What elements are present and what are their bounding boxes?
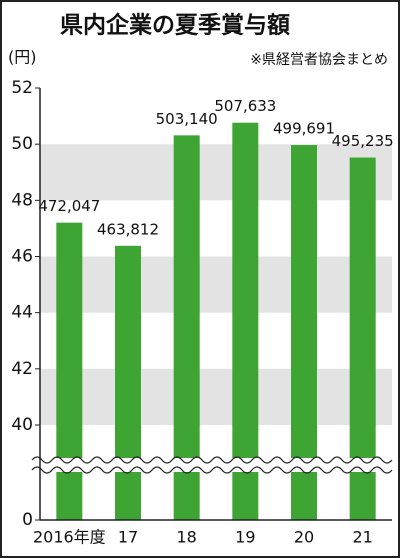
value-label: 472,047 xyxy=(38,197,100,215)
bar xyxy=(56,222,83,520)
chart-title: 県内企業の夏季賞与額 xyxy=(60,12,290,39)
y-tick-label: 0 xyxy=(22,510,33,530)
grid-band xyxy=(40,368,392,425)
axis-break xyxy=(32,458,392,472)
grid-band xyxy=(40,144,392,201)
y-tick-label: 50 xyxy=(11,134,33,154)
x-tick-label: 17 xyxy=(118,528,138,547)
y-tick-label: 46 xyxy=(11,247,33,267)
y-axis-label: (円) xyxy=(8,48,37,67)
x-tick-label: 21 xyxy=(352,528,372,547)
value-label: 507,633 xyxy=(214,97,276,115)
chart-subtitle: ※県経営者協会まとめ xyxy=(250,52,388,68)
x-tick-label: 2016年度 xyxy=(33,528,106,547)
break-line xyxy=(31,466,393,474)
bar xyxy=(115,245,141,521)
break-line xyxy=(31,456,393,464)
bar xyxy=(232,122,259,521)
grid-band xyxy=(40,256,392,313)
y-tick-label: 44 xyxy=(11,303,33,323)
bar xyxy=(173,135,200,520)
y-tick-label: 40 xyxy=(11,415,33,435)
y-tick-label: 52 xyxy=(11,78,33,98)
y-tick-label: 42 xyxy=(11,359,33,379)
value-label: 495,235 xyxy=(332,132,394,150)
x-tick-label: 18 xyxy=(176,528,196,547)
value-label: 463,812 xyxy=(97,220,159,238)
value-label: 499,691 xyxy=(273,120,335,138)
x-tick-label: 20 xyxy=(294,528,314,547)
y-tick-label: 48 xyxy=(11,190,33,210)
x-tick-label: 19 xyxy=(235,528,255,547)
value-label: 503,140 xyxy=(156,110,218,128)
